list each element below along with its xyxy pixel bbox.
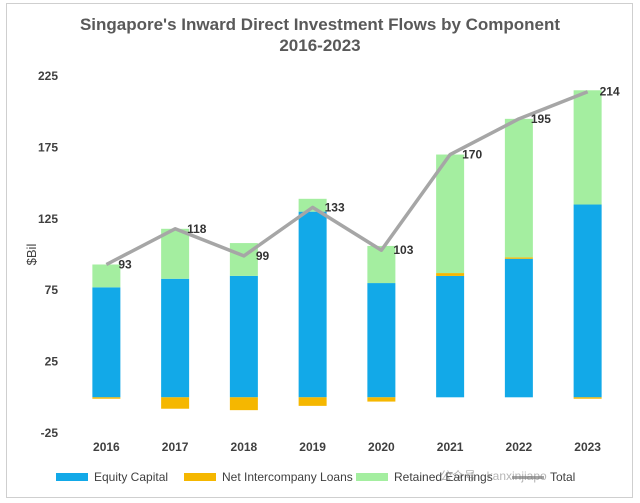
y-tick-label-0: 225 xyxy=(38,69,58,83)
bar-retained-earnings-2020 xyxy=(367,245,396,284)
bar-equity-capital-2019 xyxy=(298,211,327,398)
data-label-total-2016: 93 xyxy=(118,257,132,271)
chart-subtitle: 2016-2023 xyxy=(279,36,361,55)
legend-item-retained-earnings: Retained Earnings xyxy=(356,470,493,484)
bar-retained-earnings-2021 xyxy=(436,154,465,274)
legend-item-equity-capital: Equity Capital xyxy=(56,470,168,484)
legend-label-total: Total xyxy=(550,470,576,484)
legend-swatch-total xyxy=(512,475,544,479)
legend-swatch-retained-earnings xyxy=(356,473,388,481)
y-tick-label-3: 75 xyxy=(45,283,59,297)
bar-net-intercompany-loans-2020 xyxy=(367,397,396,402)
x-tick-label-2023: 2023 xyxy=(574,440,601,454)
x-tick-label-2017: 2017 xyxy=(162,440,189,454)
y-tick-label-1: 175 xyxy=(38,140,58,154)
data-label-total-2020: 103 xyxy=(393,243,413,257)
legend-label-equity-capital: Equity Capital xyxy=(94,470,169,484)
bar-net-intercompany-loans-2017 xyxy=(161,397,190,409)
x-tick-label-2020: 2020 xyxy=(368,440,395,454)
data-label-total-2022: 195 xyxy=(531,112,551,126)
bar-net-intercompany-loans-2018 xyxy=(229,397,258,411)
bar-equity-capital-2022 xyxy=(504,258,533,398)
bar-equity-capital-2018 xyxy=(229,275,258,398)
data-label-total-2018: 99 xyxy=(256,249,270,263)
legend: Equity Capital Net Intercompany Loans Re… xyxy=(56,470,636,490)
bar-retained-earnings-2017 xyxy=(161,228,190,279)
data-label-total-2017: 118 xyxy=(187,222,207,236)
y-tick-label-4: 25 xyxy=(45,355,59,369)
bar-retained-earnings-2016 xyxy=(92,264,121,288)
x-tick-label-2019: 2019 xyxy=(299,440,326,454)
bar-net-intercompany-loans-2021 xyxy=(436,273,465,276)
bar-equity-capital-2023 xyxy=(573,204,602,398)
x-tick-label-2022: 2022 xyxy=(506,440,533,454)
legend-label-net-intercompany-loans: Net Intercompany Loans xyxy=(222,470,353,484)
data-label-total-2023: 214 xyxy=(600,85,620,99)
bar-retained-earnings-2022 xyxy=(504,118,533,258)
bar-net-intercompany-loans-2023 xyxy=(573,397,602,399)
bar-equity-capital-2021 xyxy=(436,275,465,398)
bar-equity-capital-2016 xyxy=(92,287,121,398)
x-tick-label-2021: 2021 xyxy=(437,440,464,454)
legend-label-retained-earnings: Retained Earnings xyxy=(394,470,493,484)
bar-net-intercompany-loans-2022 xyxy=(504,257,533,259)
data-label-total-2021: 170 xyxy=(462,148,482,162)
chart-title: Singapore's Inward Direct Investment Flo… xyxy=(79,15,561,34)
watermark: 公众号 · kanxinjiapo xyxy=(440,469,547,483)
legend-item-net-intercompany-loans: Net Intercompany Loans xyxy=(184,470,353,484)
y-axis-label: $Bil xyxy=(24,244,39,266)
bar-equity-capital-2020 xyxy=(367,283,396,398)
bar-retained-earnings-2023 xyxy=(573,90,602,205)
legend-swatch-net-intercompany-loans xyxy=(184,473,216,481)
data-label-total-2019: 133 xyxy=(325,200,345,214)
bar-equity-capital-2017 xyxy=(161,278,190,398)
chart-plot: $Bil 225 175 125 75 25 -25 2016 2017 2018 2019 2020… xyxy=(24,69,620,454)
y-tick-label-5: -25 xyxy=(41,426,59,440)
total-line xyxy=(105,90,589,267)
x-tick-label-2016: 2016 xyxy=(93,440,120,454)
bar-net-intercompany-loans-2019 xyxy=(298,397,327,406)
legend-swatch-equity-capital xyxy=(56,473,88,481)
x-tick-label-2018: 2018 xyxy=(231,440,258,454)
bar-net-intercompany-loans-2016 xyxy=(92,397,121,399)
bar-retained-earnings-2019 xyxy=(298,198,327,212)
y-tick-label-2: 125 xyxy=(38,212,58,226)
legend-item-total: Total xyxy=(512,470,575,484)
